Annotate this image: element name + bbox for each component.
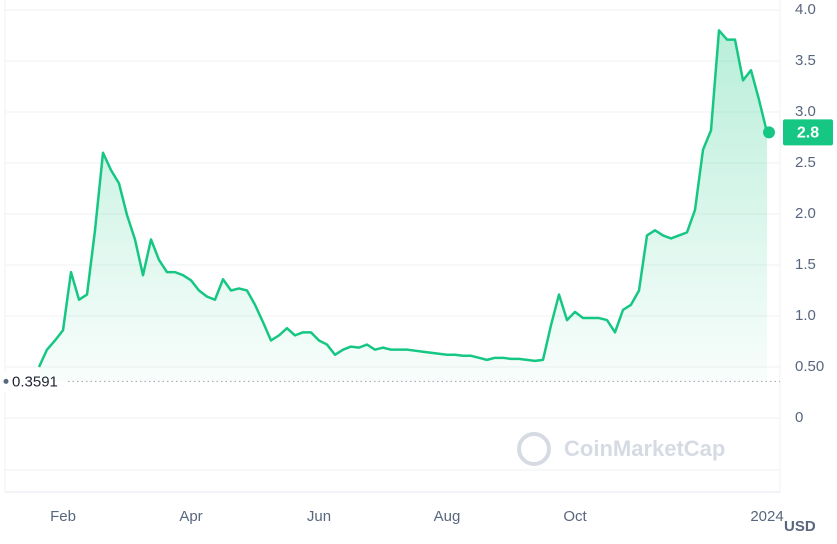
current-badge [783,119,833,146]
y-tick-label: 1.5 [795,256,816,273]
low-dot [3,378,9,384]
x-tick-label: Jun [307,508,331,525]
y-tick-label: 4.0 [795,1,816,18]
x-tick-label: Oct [563,508,587,525]
watermark: CoinMarketCap [517,432,725,466]
y-tick-label: 3.0 [795,103,816,120]
price-line [37,29,769,368]
y-tick-label: 0.50 [795,358,824,375]
watermark-text: CoinMarketCap [564,436,725,461]
x-tick-label: 2024 [750,508,783,525]
x-tick-label: Feb [50,508,76,525]
y-tick-label: 3.5 [795,52,816,69]
y-tick-label: 2.0 [795,205,816,222]
y-tick-label: 2.5 [795,154,816,171]
y-tick-label: 1.0 [795,307,816,324]
unit-label: USD [784,518,816,535]
x-tick-label: Aug [434,508,461,525]
x-tick-label: Apr [179,508,202,525]
price-area [39,30,767,382]
y-tick-label: 0 [795,409,803,426]
current-dot [763,126,775,139]
current-label: 2.8 [797,125,819,142]
watermark-logo [517,432,551,466]
